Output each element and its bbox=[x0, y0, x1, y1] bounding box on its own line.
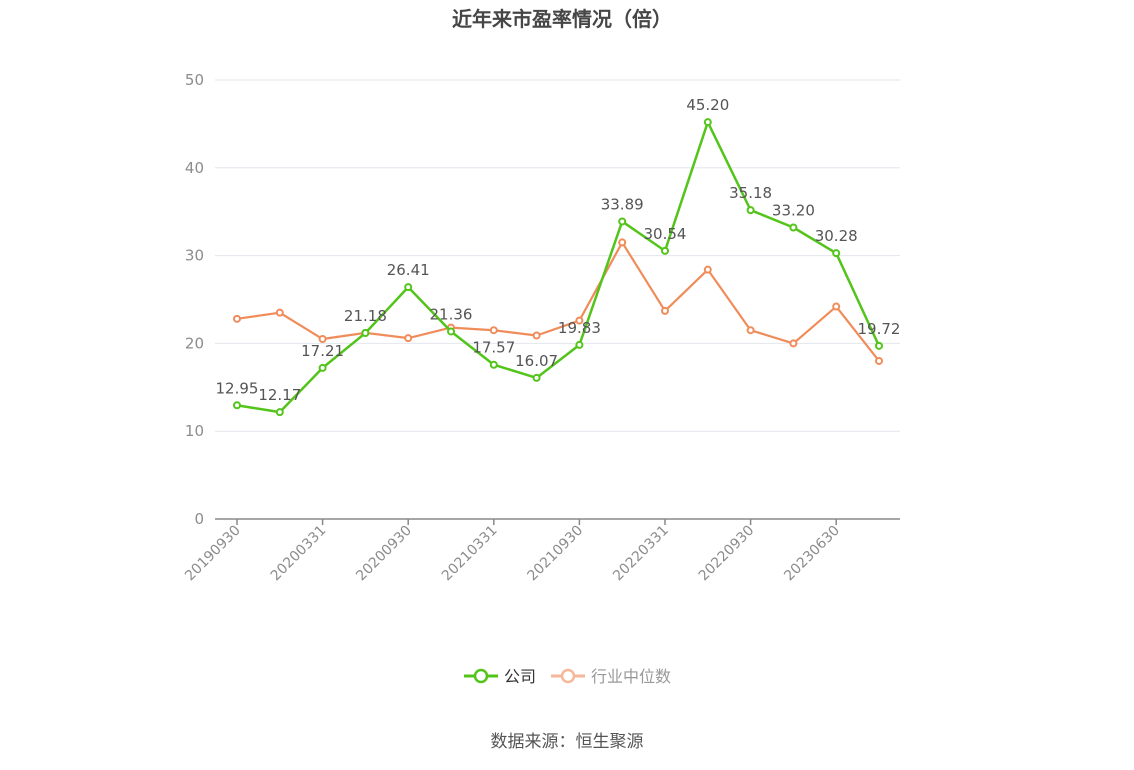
data-point[interactable] bbox=[789, 339, 798, 348]
y-tick-label: 20 bbox=[185, 334, 204, 352]
data-point[interactable] bbox=[832, 302, 841, 311]
data-point[interactable] bbox=[875, 341, 883, 350]
data-point[interactable] bbox=[575, 316, 584, 325]
data-label: 45.20 bbox=[686, 96, 729, 114]
x-tick-label: 20210930 bbox=[525, 523, 587, 585]
data-label: 35.18 bbox=[729, 184, 772, 202]
data-point[interactable] bbox=[575, 340, 584, 349]
series-line bbox=[236, 120, 881, 414]
data-label: 17.21 bbox=[301, 342, 344, 360]
data-point[interactable] bbox=[618, 238, 627, 247]
data-point[interactable] bbox=[489, 360, 498, 369]
data-point[interactable] bbox=[832, 249, 841, 258]
data-point[interactable] bbox=[233, 314, 241, 323]
data-point[interactable] bbox=[404, 283, 413, 292]
source-note: 数据来源：恒生聚源 bbox=[491, 732, 644, 752]
legend-marker-icon bbox=[473, 668, 489, 684]
series-company bbox=[233, 118, 883, 417]
data-point[interactable] bbox=[447, 327, 455, 336]
y-axis: 0 10 20 30 40 50 bbox=[185, 71, 204, 528]
series-layer bbox=[233, 118, 883, 417]
legend: 公司 行业中位数 bbox=[464, 667, 671, 686]
series-line bbox=[236, 241, 880, 362]
data-point[interactable] bbox=[318, 363, 327, 372]
y-tick-label: 40 bbox=[185, 159, 204, 177]
legend-item-industry-median[interactable]: 行业中位数 bbox=[551, 667, 671, 686]
data-point[interactable] bbox=[875, 356, 883, 365]
data-point[interactable] bbox=[661, 306, 669, 315]
data-point[interactable] bbox=[275, 308, 284, 317]
legend-item-company[interactable]: 公司 bbox=[464, 667, 536, 686]
legend-label: 公司 bbox=[504, 667, 536, 686]
data-label: 30.54 bbox=[644, 225, 687, 243]
x-tick-label: 20200930 bbox=[353, 523, 415, 585]
y-tick-label: 30 bbox=[185, 247, 204, 265]
data-point[interactable] bbox=[789, 223, 798, 232]
data-label: 33.89 bbox=[601, 195, 644, 213]
x-axis: 20190930 20200331 20200930 20210331 20210930… bbox=[182, 518, 900, 585]
x-tick-label: 20220930 bbox=[696, 523, 758, 585]
data-point[interactable] bbox=[489, 326, 498, 335]
grid-lines bbox=[215, 79, 900, 432]
data-point[interactable] bbox=[618, 217, 627, 226]
data-label: 19.83 bbox=[558, 319, 601, 337]
data-point[interactable] bbox=[361, 329, 370, 338]
data-point[interactable] bbox=[703, 118, 712, 127]
data-label: 12.95 bbox=[216, 379, 259, 397]
data-label: 19.72 bbox=[858, 320, 901, 338]
data-label: 30.28 bbox=[815, 227, 858, 245]
data-point[interactable] bbox=[275, 408, 284, 417]
data-label: 16.07 bbox=[515, 352, 558, 370]
y-tick-label: 0 bbox=[194, 510, 204, 528]
data-point[interactable] bbox=[703, 265, 712, 274]
x-tick-label: 20230630 bbox=[781, 523, 843, 585]
legend-label: 行业中位数 bbox=[591, 667, 671, 686]
legend-marker-icon bbox=[560, 668, 576, 684]
data-point[interactable] bbox=[661, 246, 669, 255]
data-point[interactable] bbox=[532, 373, 541, 382]
data-point[interactable] bbox=[532, 331, 541, 340]
y-tick-label: 50 bbox=[185, 71, 204, 89]
data-label: 21.18 bbox=[344, 307, 387, 325]
data-point[interactable] bbox=[746, 206, 755, 215]
data-point[interactable] bbox=[746, 326, 755, 335]
x-tick-label: 20220331 bbox=[610, 523, 672, 585]
x-tick-label: 20200331 bbox=[268, 523, 330, 585]
x-tick-label: 20190930 bbox=[182, 523, 244, 585]
y-tick-label: 10 bbox=[185, 422, 204, 440]
data-label: 26.41 bbox=[387, 261, 430, 279]
data-point[interactable] bbox=[318, 335, 327, 344]
data-label: 12.17 bbox=[258, 386, 301, 404]
data-point[interactable] bbox=[233, 401, 241, 410]
data-label: 21.36 bbox=[430, 305, 473, 323]
x-tick-label: 20210331 bbox=[439, 523, 501, 585]
data-label: 33.20 bbox=[772, 202, 815, 220]
data-point[interactable] bbox=[404, 334, 413, 343]
data-label: 17.57 bbox=[472, 339, 515, 357]
chart-title: 近年来市盈率情况（倍） bbox=[452, 7, 672, 31]
